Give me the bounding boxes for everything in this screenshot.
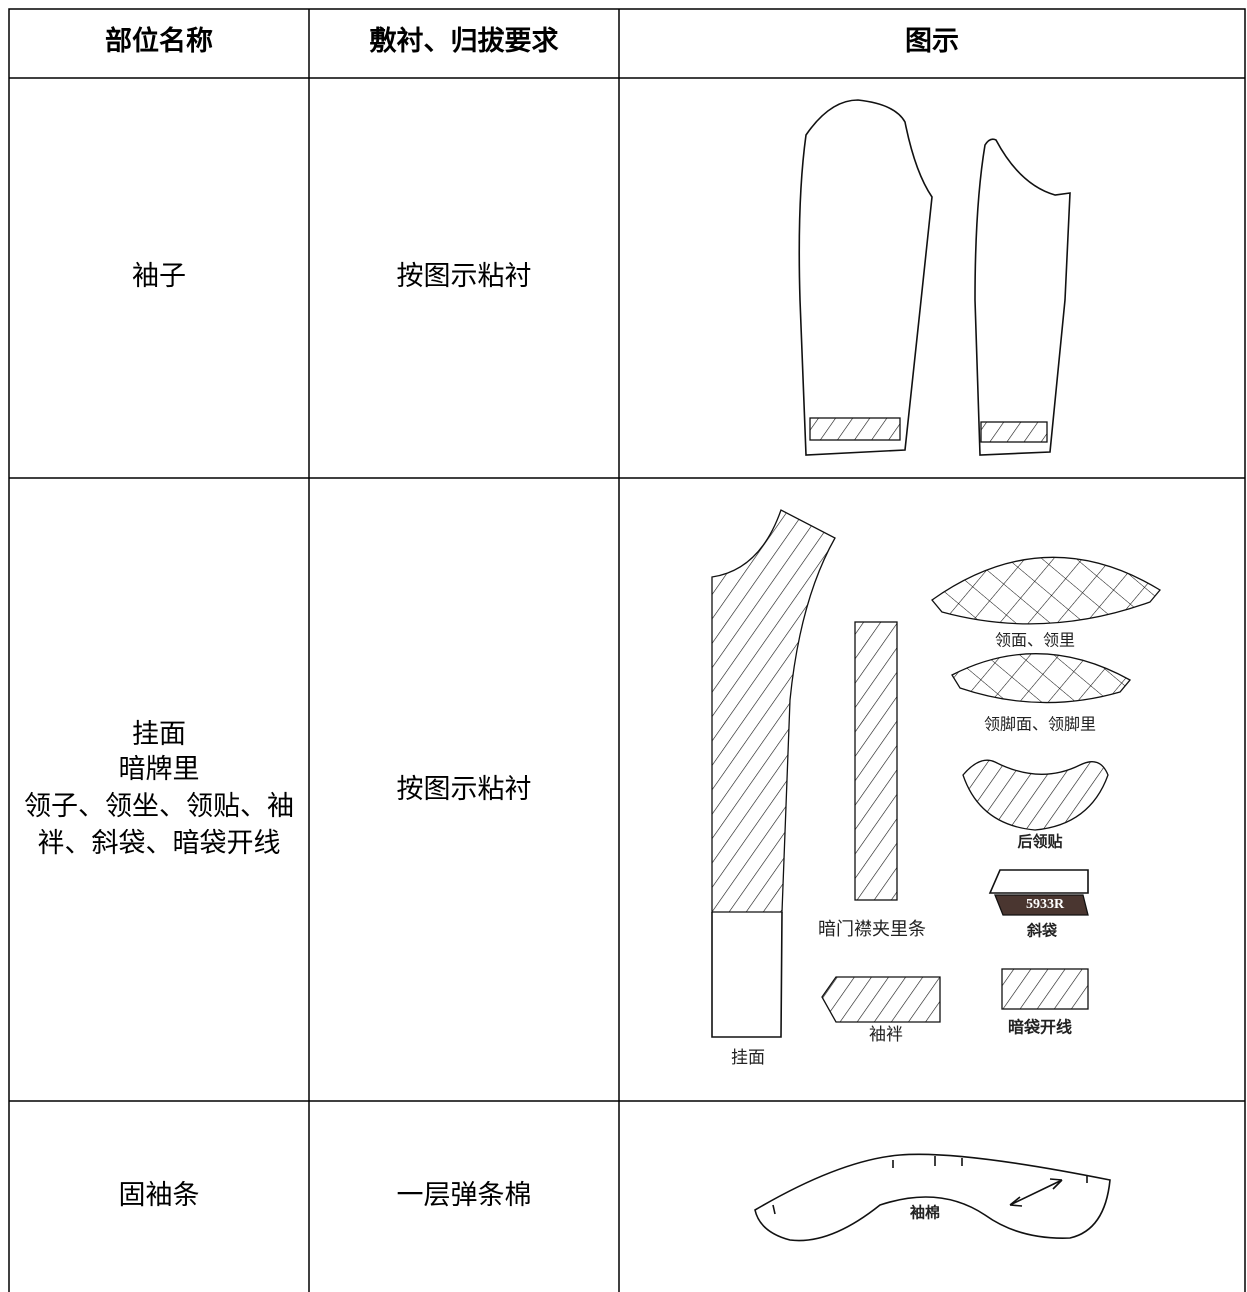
shape: [711, 911, 783, 1038]
part-cell: 袢、斜袋、暗袋开线: [38, 828, 281, 858]
shape: [821, 976, 941, 1023]
shape: [951, 653, 1132, 704]
figure-label: 袖袢: [869, 1025, 903, 1044]
header-cell: 图示: [905, 26, 959, 56]
figure-label: 后领贴: [1017, 832, 1062, 850]
part-cell: 袖子: [132, 261, 186, 291]
part-cell: 领子、领坐、领贴、袖: [24, 791, 294, 821]
part-cell: 固袖条: [119, 1180, 200, 1210]
shape: [1001, 968, 1089, 1010]
shape: [772, 1156, 1088, 1215]
shape: [931, 556, 1161, 625]
part-cell: 挂面: [132, 719, 186, 749]
shape: [711, 509, 836, 913]
shape: [988, 869, 1089, 894]
shape: [1009, 1178, 1063, 1207]
sleeve-figure: [798, 99, 1071, 456]
shape: [962, 759, 1109, 831]
shape: [854, 621, 898, 901]
header-cell: 敷衬、归拔要求: [370, 25, 559, 56]
figure-label: 5933R: [1026, 897, 1065, 912]
requirement-cell: 按图示粘衬: [397, 774, 532, 804]
sleeve-head-strip-figure: [754, 1153, 1111, 1242]
figure-label: 暗袋开线: [1008, 1018, 1072, 1037]
shape: [994, 894, 1089, 916]
figure-label: 袖棉: [910, 1203, 940, 1221]
figure-label: 领面、领里: [995, 632, 1075, 650]
part-cell: 暗牌里: [119, 754, 200, 784]
shape: [8, 8, 1246, 1292]
shape: [809, 417, 901, 441]
figure-label: 挂面: [731, 1048, 765, 1067]
requirement-cell: 按图示粘衬: [397, 261, 532, 291]
shape: [798, 99, 933, 456]
facing-figure: [711, 509, 1161, 1038]
header-cell: 部位名称: [105, 25, 213, 56]
figure-label: 暗门襟夹里条: [818, 919, 926, 939]
shape: [754, 1153, 1111, 1242]
figure-label: 斜袋: [1026, 921, 1058, 939]
shape: [980, 421, 1048, 443]
figure-label: 领脚面、领脚里: [984, 716, 1096, 734]
table-grid: [8, 8, 1246, 1292]
requirement-cell: 一层弹条棉: [397, 1180, 532, 1210]
shape: [974, 138, 1071, 456]
